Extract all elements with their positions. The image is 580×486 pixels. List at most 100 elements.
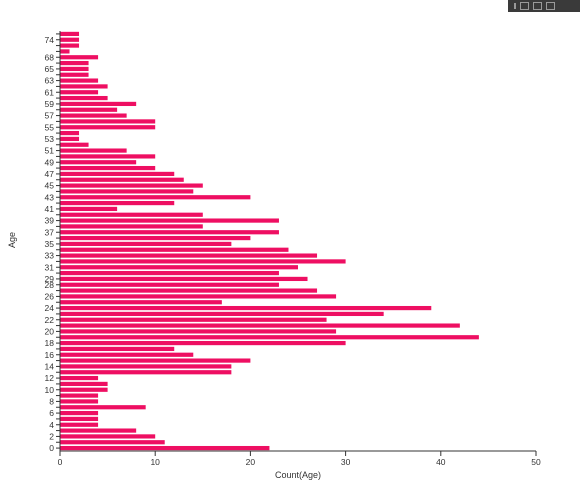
bar-age-56[interactable] xyxy=(60,119,156,124)
bar-age-66[interactable] xyxy=(60,60,89,66)
y-tick-label: 39 xyxy=(45,216,55,226)
bar-age-60[interactable] xyxy=(60,95,108,101)
bar-age-47[interactable] xyxy=(60,171,175,177)
bar-age-52[interactable] xyxy=(60,142,89,147)
bar-age-65[interactable] xyxy=(60,66,89,72)
y-tick-label: 12 xyxy=(45,373,55,383)
bar-age-2[interactable] xyxy=(60,434,156,439)
bar-age-80[interactable] xyxy=(60,31,80,37)
bar-age-20[interactable] xyxy=(60,329,337,334)
bar-age-34[interactable] xyxy=(60,247,289,252)
bar-age-11[interactable] xyxy=(60,381,108,387)
bar-age-41[interactable] xyxy=(60,206,118,212)
x-tick-label: 10 xyxy=(150,457,160,467)
bar-age-25[interactable] xyxy=(60,300,222,305)
y-tick-label: 28 xyxy=(45,280,55,290)
bar-age-5[interactable] xyxy=(60,416,99,422)
bar-age-0[interactable] xyxy=(60,445,270,451)
y-axis-title: Age xyxy=(7,232,17,248)
bar-age-23[interactable] xyxy=(60,311,384,317)
bar-age-37[interactable] xyxy=(60,230,279,235)
bar-age-15[interactable] xyxy=(60,358,251,363)
bar-age-45[interactable] xyxy=(60,183,203,188)
more-options-icon[interactable] xyxy=(514,3,516,9)
bar-age-74[interactable] xyxy=(60,37,80,42)
bar-age-26[interactable] xyxy=(60,294,337,299)
bar-age-13[interactable] xyxy=(60,370,232,375)
bar-age-19[interactable] xyxy=(60,335,479,340)
bar-age-28[interactable] xyxy=(60,282,279,287)
bar-age-71[interactable] xyxy=(60,43,80,48)
bar-age-8[interactable] xyxy=(60,399,99,404)
bar-age-53[interactable] xyxy=(60,136,80,142)
bar-age-32[interactable] xyxy=(60,259,346,264)
bar-age-70[interactable] xyxy=(60,49,70,54)
bar-age-68[interactable] xyxy=(60,55,99,60)
y-tick-label: 22 xyxy=(45,315,55,325)
bar-age-36[interactable] xyxy=(60,235,251,241)
bar-age-44[interactable] xyxy=(60,189,194,194)
bar-age-58[interactable] xyxy=(60,107,118,112)
bar-age-50[interactable] xyxy=(60,154,156,159)
bar-age-4[interactable] xyxy=(60,422,99,427)
bar-age-43[interactable] xyxy=(60,195,251,200)
bar-age-16[interactable] xyxy=(60,352,194,357)
bar-age-49[interactable] xyxy=(60,160,137,165)
x-axis-title: Count(Age) xyxy=(275,470,321,480)
bar-age-30[interactable] xyxy=(60,270,279,276)
bar-age-6[interactable] xyxy=(60,410,99,416)
bar-age-57[interactable] xyxy=(60,113,127,118)
bar-age-62[interactable] xyxy=(60,84,108,89)
x-tick-label: 40 xyxy=(436,457,446,467)
bar-age-9[interactable] xyxy=(60,393,99,398)
bars-group xyxy=(60,31,479,451)
bar-age-38[interactable] xyxy=(60,224,203,229)
x-tick-label: 50 xyxy=(531,457,541,467)
x-tick-label: 0 xyxy=(58,457,63,467)
bar-age-54[interactable] xyxy=(60,130,80,136)
bar-age-63[interactable] xyxy=(60,78,99,83)
y-tick-label: 18 xyxy=(45,338,55,348)
y-tick-label: 29 xyxy=(45,274,55,284)
bar-age-33[interactable] xyxy=(60,253,318,258)
bar-age-29[interactable] xyxy=(60,276,308,282)
bar-age-3[interactable] xyxy=(60,428,137,433)
bar-age-14[interactable] xyxy=(60,364,232,369)
bar-age-12[interactable] xyxy=(60,375,99,381)
y-tick-label: 26 xyxy=(45,291,55,301)
y-tick-label: 31 xyxy=(45,262,55,272)
bar-age-1[interactable] xyxy=(60,440,165,445)
y-tick-label: 57 xyxy=(45,111,55,121)
y-tick-label: 43 xyxy=(45,192,55,202)
bar-age-46[interactable] xyxy=(60,177,184,182)
bar-age-55[interactable] xyxy=(60,125,156,130)
bar-age-17[interactable] xyxy=(60,346,175,352)
bar-age-61[interactable] xyxy=(60,90,99,95)
bar-age-40[interactable] xyxy=(60,212,203,217)
copy-visual-icon[interactable] xyxy=(533,2,542,10)
y-tick-label: 65 xyxy=(45,64,55,74)
bar-age-21[interactable] xyxy=(60,323,460,328)
bar-age-59[interactable] xyxy=(60,101,137,107)
bar-age-31[interactable] xyxy=(60,265,298,270)
bar-age-22[interactable] xyxy=(60,317,327,322)
y-tick-label: 45 xyxy=(45,181,55,191)
expand-icon[interactable] xyxy=(546,2,555,10)
bar-age-48[interactable] xyxy=(60,165,156,171)
y-tick-label: 51 xyxy=(45,146,55,156)
bar-age-51[interactable] xyxy=(60,148,127,153)
y-tick-label: 47 xyxy=(45,169,55,179)
bar-age-39[interactable] xyxy=(60,218,279,223)
focus-mode-icon[interactable] xyxy=(520,2,529,10)
bar-age-24[interactable] xyxy=(60,305,432,311)
bar-age-7[interactable] xyxy=(60,405,146,410)
bar-age-64[interactable] xyxy=(60,72,89,77)
bar-age-18[interactable] xyxy=(60,340,346,346)
y-tick-label: 53 xyxy=(45,134,55,144)
y-tick-label: 14 xyxy=(45,361,55,371)
bar-age-27[interactable] xyxy=(60,288,318,293)
bar-age-35[interactable] xyxy=(60,241,232,247)
bar-age-10[interactable] xyxy=(60,387,108,392)
bar-age-42[interactable] xyxy=(60,200,175,206)
